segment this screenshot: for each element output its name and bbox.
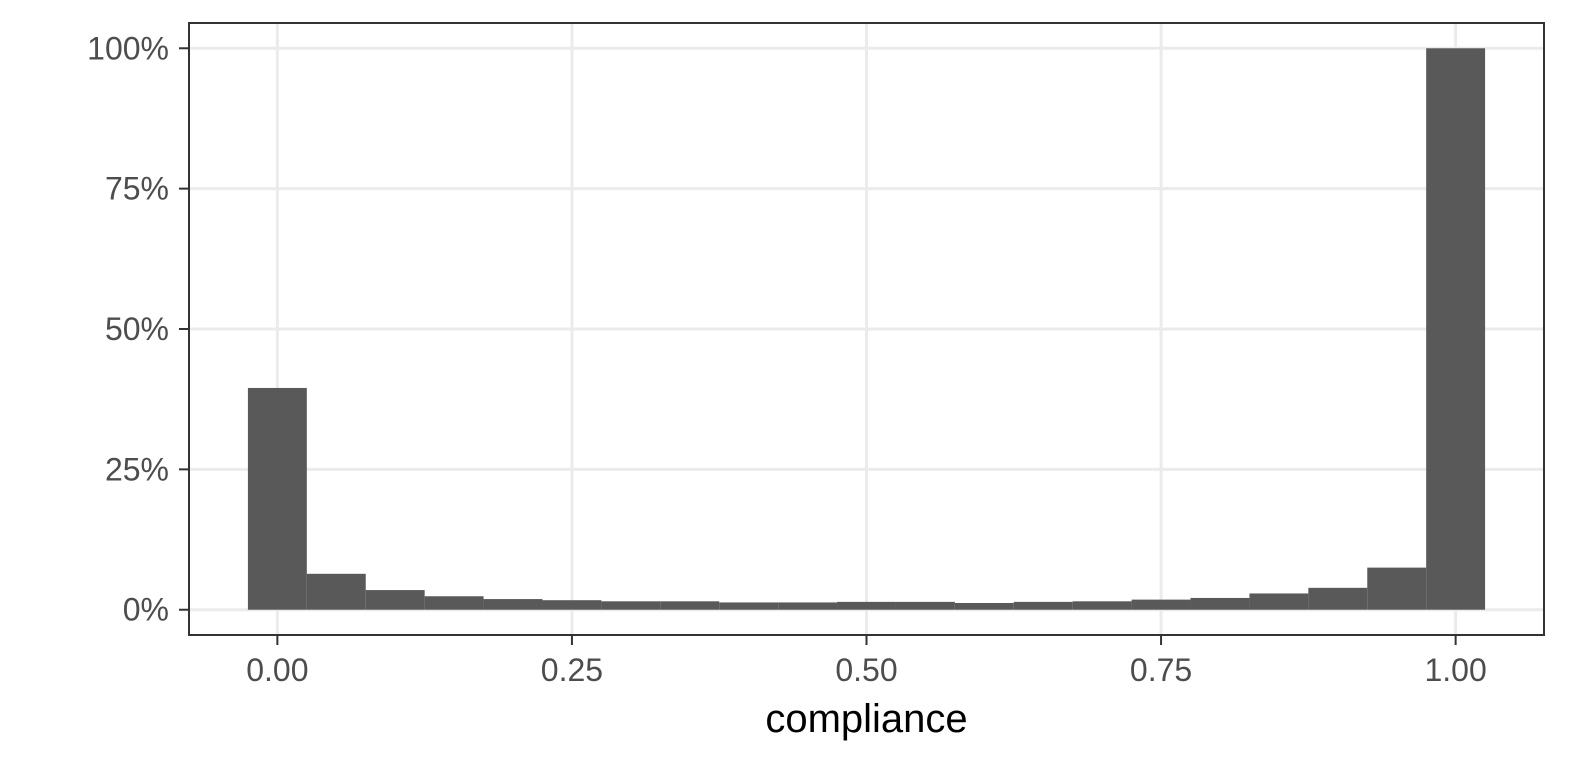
histogram-bar bbox=[660, 601, 720, 610]
histogram-bar bbox=[1190, 597, 1250, 610]
histogram-bar bbox=[1072, 601, 1132, 610]
x-tick-label: 0.25 bbox=[541, 652, 603, 688]
histogram-bar bbox=[1367, 567, 1427, 610]
x-tick-label: 0.75 bbox=[1130, 652, 1192, 688]
histogram-bar bbox=[954, 602, 1014, 610]
y-tick-label: 100% bbox=[87, 30, 169, 66]
x-tick-label: 1.00 bbox=[1424, 652, 1486, 688]
histogram-bar bbox=[1308, 587, 1368, 610]
histogram-bar bbox=[1131, 599, 1191, 610]
histogram-bar bbox=[365, 590, 425, 610]
x-tick-label: 0.50 bbox=[835, 652, 897, 688]
y-tick-label: 75% bbox=[105, 171, 169, 207]
x-axis: 0.00 0.25 0.50 0.75 1.00 bbox=[246, 635, 1487, 688]
histogram-bar bbox=[601, 601, 661, 610]
histogram-bar bbox=[247, 387, 307, 610]
histogram-bar bbox=[778, 602, 838, 610]
histogram-bar bbox=[837, 601, 896, 610]
x-axis-title: compliance bbox=[765, 697, 967, 741]
histogram-bar bbox=[306, 573, 366, 610]
y-tick-label: 50% bbox=[105, 311, 169, 347]
histogram-bar bbox=[424, 596, 484, 610]
histogram-bar bbox=[542, 600, 602, 610]
y-tick-label: 0% bbox=[123, 592, 169, 628]
y-axis: 0% 25% 50% 75% 100% bbox=[87, 30, 189, 628]
histogram-bar bbox=[1249, 593, 1309, 610]
histogram-bars bbox=[247, 48, 1486, 610]
histogram-bar bbox=[1013, 601, 1073, 610]
y-tick-label: 25% bbox=[105, 451, 169, 487]
histogram-bar bbox=[483, 599, 543, 610]
histogram-bar bbox=[895, 601, 955, 610]
histogram-bar bbox=[719, 602, 779, 610]
x-tick-label: 0.00 bbox=[246, 652, 308, 688]
histogram-bar bbox=[1426, 48, 1486, 610]
